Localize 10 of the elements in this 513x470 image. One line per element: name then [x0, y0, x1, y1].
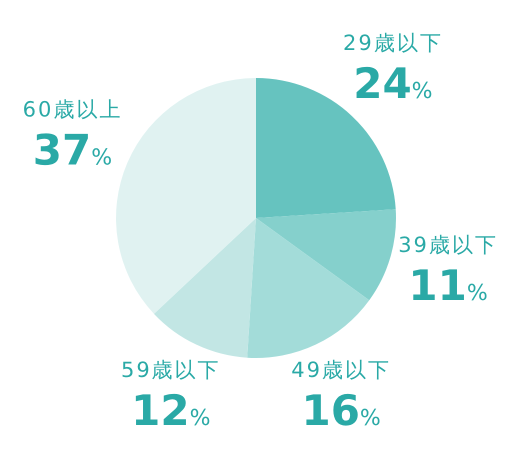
slice-label: 60歳以上 [22, 98, 122, 122]
data-label: 12% [131, 386, 211, 435]
slice-label: 59歳以下 [120, 358, 221, 382]
data-label: 16% [301, 386, 381, 435]
slice-label: 39歳以下 [398, 232, 498, 257]
slice-label: 29歳以下 [343, 31, 443, 56]
data-label: 37% [32, 126, 112, 175]
data-label: 24% [353, 59, 433, 108]
slice-label: 49歳以下 [291, 358, 392, 382]
data-label: 11% [408, 260, 488, 310]
